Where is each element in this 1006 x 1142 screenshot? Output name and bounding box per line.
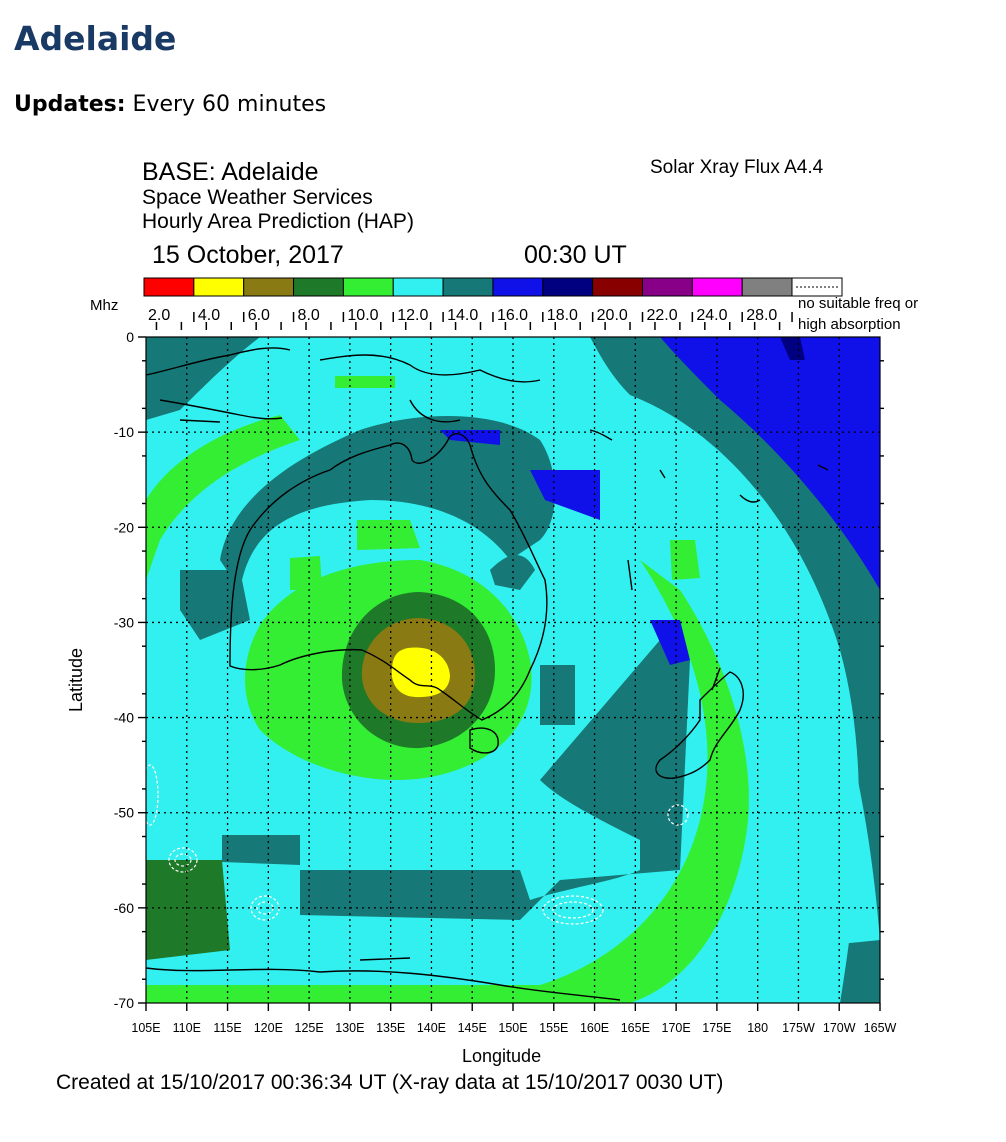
y-tick-label: 0: [126, 329, 134, 345]
frequency-contours: [146, 337, 880, 1003]
x-tick-label: 125E: [295, 1021, 324, 1035]
service-label: Space Weather Services: [142, 186, 373, 209]
legend-swatch: [193, 277, 245, 297]
x-tick-label: 170W: [823, 1021, 856, 1035]
x-tick-label: 135E: [376, 1021, 405, 1035]
page-title: Adelaide: [14, 19, 177, 58]
x-tick-label: 105E: [131, 1021, 160, 1035]
y-tick-label: -40: [114, 710, 134, 726]
graticule: [146, 337, 880, 1003]
y-tick-label: -50: [114, 805, 134, 821]
x-tick-label: 175W: [782, 1021, 815, 1035]
legend-swatch: [392, 277, 444, 297]
legend-swatch: [691, 277, 743, 297]
x-tick-label: 180: [747, 1021, 768, 1035]
absorption-marks: [146, 764, 689, 925]
legend-swatch: [542, 277, 594, 297]
legend-label: 16.0: [497, 307, 528, 324]
frequency-legend: 2.0 4.0 6.0 8.0 10.0 12.0 14.0 16.0 18.0 20.0 22.0…: [143, 277, 793, 324]
y-axis-label: Latitude: [66, 648, 86, 712]
no-freq-label-2: high absorption: [798, 316, 901, 333]
product-label: Hourly Area Prediction (HAP): [142, 210, 414, 233]
updates-value: Every 60 minutes: [132, 92, 327, 117]
legend-label: 20.0: [597, 307, 628, 324]
legend-label: 14.0: [447, 307, 478, 324]
x-tick-label: 165W: [864, 1021, 897, 1035]
x-tick-label: 160E: [580, 1021, 609, 1035]
y-tick-label: -20: [114, 519, 134, 535]
legend-label: 24.0: [696, 307, 727, 324]
y-tick-label: -10: [114, 424, 134, 440]
y-tick-label: -70: [114, 995, 134, 1011]
x-tick-label: 110E: [173, 1021, 201, 1035]
updates-label: Updates:: [14, 92, 126, 117]
x-tick-label: 145E: [458, 1021, 487, 1035]
x-tick-label: 165E: [621, 1021, 650, 1035]
x-tick-label: 140E: [417, 1021, 446, 1035]
legend-label: 6.0: [248, 307, 270, 324]
x-tick-label: 120E: [254, 1021, 283, 1035]
legend-label: 28.0: [746, 307, 777, 324]
legend-swatch: [492, 277, 544, 297]
legend-swatch: [642, 277, 693, 297]
legend-label: 8.0: [298, 307, 320, 324]
created-footer: Created at 15/10/2017 00:36:34 UT (X-ray…: [56, 1071, 723, 1094]
no-freq-label-1: no suitable freq or: [798, 295, 918, 312]
base-label: BASE: Adelaide: [142, 158, 319, 186]
x-axis-label: Longitude: [462, 1046, 541, 1066]
legend-swatch: [342, 277, 394, 297]
update-frequency: Updates: Every 60 minutes: [14, 94, 326, 116]
legend-unit: Mhz: [90, 297, 118, 314]
y-tick-label: -60: [114, 900, 134, 916]
legend-label: 22.0: [647, 307, 678, 324]
legend-label: 4.0: [198, 307, 220, 324]
legend-label: 10.0: [347, 307, 378, 324]
x-tick-label: 150E: [498, 1021, 527, 1035]
legend-swatch: [243, 277, 295, 297]
x-tick-label: 170E: [662, 1021, 691, 1035]
x-tick-label: 155E: [539, 1021, 568, 1035]
time-label: 00:30 UT: [524, 241, 627, 269]
x-tick-label: 115E: [213, 1021, 241, 1035]
legend-swatch: [741, 277, 793, 297]
legend-label: 12.0: [397, 307, 428, 324]
legend-swatch: [442, 277, 494, 297]
legend-label: 2.0: [148, 307, 170, 324]
y-tick-label: -30: [114, 614, 134, 630]
date-label: 15 October, 2017: [152, 241, 344, 269]
legend-swatch: [293, 277, 344, 297]
legend-swatch: [143, 277, 195, 297]
x-tick-label: 175E: [702, 1021, 731, 1035]
x-tick-label: 130E: [335, 1021, 364, 1035]
legend-label: 18.0: [547, 307, 578, 324]
legend-swatch: [592, 277, 644, 297]
flux-label: Solar Xray Flux A4.4: [650, 157, 824, 178]
